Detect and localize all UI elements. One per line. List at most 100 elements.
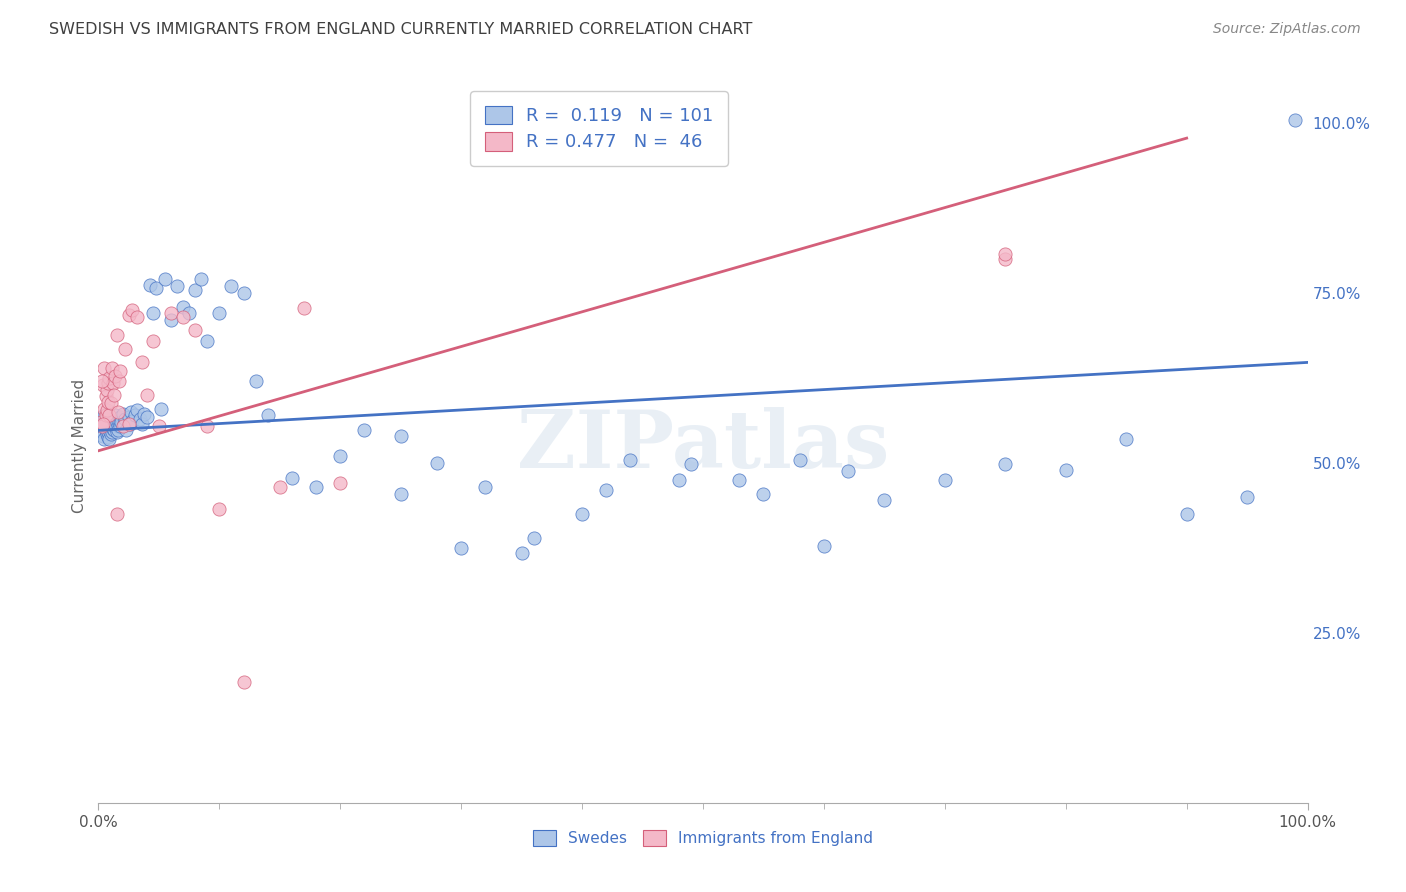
Point <box>474 480 496 494</box>
Point <box>111 418 134 433</box>
Point <box>100 396 122 410</box>
Point <box>98 432 121 446</box>
Point <box>184 323 207 337</box>
Point <box>142 334 165 348</box>
Point <box>121 303 143 318</box>
Point <box>994 458 1017 472</box>
Point <box>107 423 129 437</box>
Point <box>108 414 131 428</box>
Point <box>91 377 114 392</box>
Point <box>127 310 149 324</box>
Text: Source: ZipAtlas.com: Source: ZipAtlas.com <box>1213 22 1361 37</box>
Point <box>107 418 129 433</box>
Point <box>108 364 131 378</box>
Point <box>994 246 1017 260</box>
Point <box>110 415 132 429</box>
Point <box>91 418 114 433</box>
Point <box>105 425 128 440</box>
Point <box>1175 507 1198 521</box>
Point <box>100 413 122 427</box>
Point <box>292 301 315 315</box>
Point <box>256 409 278 423</box>
Point <box>139 277 162 292</box>
Point <box>389 429 412 443</box>
Point <box>111 407 134 421</box>
Point <box>94 412 117 426</box>
Point <box>1054 463 1077 477</box>
Point <box>91 415 114 429</box>
Point <box>679 458 702 472</box>
Point <box>789 452 811 467</box>
Point <box>389 486 412 500</box>
Point <box>131 417 153 431</box>
Point <box>94 414 117 428</box>
Point <box>101 376 124 390</box>
Point <box>98 418 121 433</box>
Point <box>232 286 254 301</box>
Point <box>873 493 896 508</box>
Point <box>91 425 114 440</box>
Point <box>232 674 254 689</box>
Point <box>752 486 775 500</box>
Point <box>98 371 121 385</box>
Point <box>281 471 304 485</box>
Point <box>91 422 114 436</box>
Point <box>104 417 127 431</box>
Point <box>105 415 128 429</box>
Point <box>100 417 122 431</box>
Point <box>510 546 533 560</box>
Point <box>450 541 472 555</box>
Point <box>305 480 328 494</box>
Point <box>127 403 149 417</box>
Point <box>103 423 125 437</box>
Point <box>668 473 690 487</box>
Point <box>221 279 243 293</box>
Point <box>145 280 167 294</box>
Point <box>208 306 231 320</box>
Point <box>108 418 131 433</box>
Point <box>135 388 157 402</box>
Point <box>97 425 120 440</box>
Point <box>97 376 120 390</box>
Y-axis label: Currently Married: Currently Married <box>72 379 87 513</box>
Point <box>93 360 115 375</box>
Point <box>94 409 117 423</box>
Point <box>523 531 546 545</box>
Legend: Swedes, Immigrants from England: Swedes, Immigrants from England <box>527 824 879 852</box>
Point <box>353 423 375 437</box>
Point <box>103 388 125 402</box>
Point <box>837 464 859 478</box>
Point <box>994 252 1017 266</box>
Point <box>166 279 188 293</box>
Point <box>329 476 352 491</box>
Point <box>131 355 153 369</box>
Point <box>101 415 124 429</box>
Point <box>1284 112 1306 127</box>
Point <box>90 415 112 429</box>
Point <box>934 473 956 487</box>
Point <box>160 313 183 327</box>
Point <box>105 328 128 343</box>
Point <box>93 417 115 431</box>
Point <box>104 369 127 384</box>
Point <box>190 272 212 286</box>
Point <box>179 306 201 320</box>
Point <box>118 409 141 424</box>
Point <box>112 417 135 431</box>
Point <box>103 418 125 433</box>
Point <box>91 417 114 431</box>
Point <box>91 412 114 426</box>
Point <box>245 375 267 389</box>
Point <box>93 401 115 416</box>
Point <box>94 389 117 403</box>
Point <box>100 425 122 440</box>
Point <box>595 483 617 498</box>
Point <box>100 418 122 433</box>
Text: SWEDISH VS IMMIGRANTS FROM ENGLAND CURRENTLY MARRIED CORRELATION CHART: SWEDISH VS IMMIGRANTS FROM ENGLAND CURRE… <box>49 22 752 37</box>
Point <box>94 420 117 434</box>
Point <box>101 422 124 436</box>
Point <box>184 283 207 297</box>
Point <box>148 418 170 433</box>
Point <box>195 418 218 433</box>
Point <box>96 403 118 417</box>
